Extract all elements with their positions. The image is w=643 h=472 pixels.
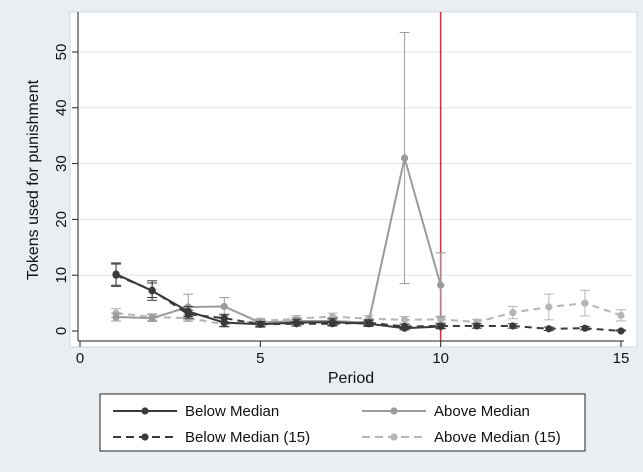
- x-tick-label-10: 10: [432, 350, 449, 367]
- series-1: [111, 262, 446, 332]
- data-point: [581, 299, 589, 307]
- legend-swatch-marker: [390, 433, 398, 441]
- data-point: [545, 303, 553, 311]
- legend-box: [99, 393, 586, 452]
- data-point: [617, 327, 625, 335]
- y-tick-label-0: 0: [53, 327, 70, 335]
- data-point: [256, 320, 264, 328]
- series-line: [116, 157, 442, 324]
- legend: Below Median Above Median Below Median (15…: [113, 403, 561, 446]
- data-point: [220, 302, 228, 311]
- legend-item-3: Below Median (15): [113, 429, 310, 446]
- x-tick-label-5: 5: [256, 350, 264, 367]
- legend-item-2: Above Median: [362, 403, 530, 420]
- data-point: [148, 314, 156, 322]
- data-point: [148, 287, 156, 295]
- x-tick-label-15: 15: [613, 350, 630, 367]
- data-point: [184, 307, 192, 316]
- y-tick-label-40: 40: [53, 99, 70, 116]
- y-tick-label-30: 30: [53, 155, 70, 172]
- data-point: [437, 281, 445, 289]
- data-point: [617, 311, 625, 319]
- data-point: [364, 320, 373, 328]
- series-line: [115, 273, 441, 330]
- y-tick-label-10: 10: [53, 267, 70, 284]
- legend-swatch-marker: [141, 407, 149, 415]
- grid-lines: [79, 51, 632, 276]
- x-tick-label-0: 0: [76, 350, 84, 367]
- y-axis-title: Tokens used for punishment: [25, 79, 42, 280]
- legend-swatch-marker: [390, 407, 398, 415]
- data-point: [112, 313, 120, 321]
- legend-swatch-marker: [141, 433, 149, 441]
- data-point: [509, 308, 517, 317]
- legend-item-1: Below Median: [113, 403, 279, 420]
- series-layer: [111, 31, 626, 335]
- data-point: [401, 154, 409, 162]
- legend-label: Below Median (15): [185, 429, 310, 446]
- data-point: [401, 316, 409, 324]
- y-tick-label-20: 20: [53, 211, 70, 228]
- data-point: [401, 324, 409, 332]
- data-point: [473, 322, 481, 330]
- data-point: [437, 322, 445, 331]
- y-tick-label-50: 50: [53, 44, 70, 61]
- data-point: [220, 319, 228, 327]
- data-point: [509, 322, 517, 330]
- x-axis-title: Period: [328, 370, 374, 387]
- data-point: [545, 325, 553, 333]
- data-point: [292, 319, 300, 327]
- tick-layer: 0 10 20 30 40 50 0 5 10 15: [53, 44, 629, 367]
- legend-label: Below Median: [185, 403, 279, 420]
- axes: [77, 12, 624, 342]
- series-line: [115, 274, 622, 332]
- legend-label: Above Median (15): [434, 429, 561, 446]
- legend-item-4: Above Median (15): [362, 429, 561, 446]
- data-point: [112, 270, 120, 278]
- plot-panel: [69, 11, 638, 348]
- data-point: [581, 324, 589, 332]
- legend-label: Above Median: [434, 403, 530, 420]
- data-point: [328, 318, 337, 326]
